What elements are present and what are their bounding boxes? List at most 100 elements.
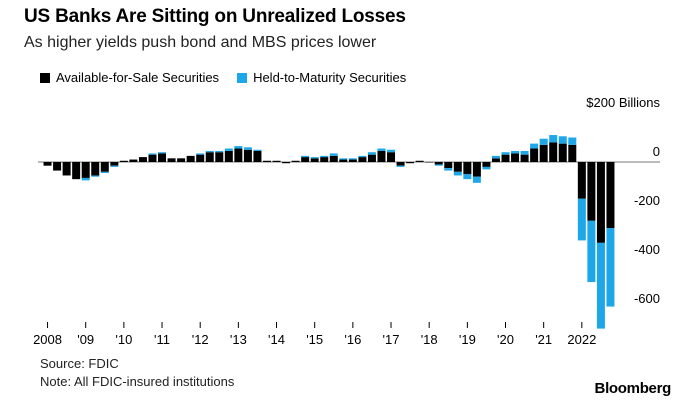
bar-htm-48: [501, 152, 510, 155]
bar-afs-3: [72, 162, 81, 180]
bar-htm-21: [243, 147, 252, 150]
x-tick-label-8: '16: [344, 332, 361, 347]
bar-htm-11: [148, 153, 157, 155]
bar-htm-18: [215, 150, 224, 153]
bar-htm-47: [491, 155, 500, 159]
bar-htm-46: [482, 166, 491, 170]
bar-afs-32: [348, 159, 357, 162]
bar-afs-1: [53, 162, 62, 171]
bar-afs-8: [119, 160, 128, 162]
bar-htm-17: [205, 150, 214, 153]
bar-htm-22: [253, 149, 262, 151]
bar-htm-7: [110, 165, 119, 167]
bar-afs-20: [234, 148, 243, 162]
chart-subtitle: As higher yields push bond and MBS price…: [24, 34, 377, 51]
bar-htm-tail-2: [596, 242, 605, 329]
x-tick-label-7: '15: [306, 332, 323, 347]
x-tick-label-10: '18: [421, 332, 438, 347]
bar-afs-46: [482, 162, 491, 167]
bar-afs-7: [110, 162, 119, 166]
bar-htm-5: [91, 175, 100, 177]
bloomberg-logo: Bloomberg: [594, 380, 672, 397]
bar-htm-6: [100, 171, 109, 174]
y-tick-label-2: -200: [634, 193, 660, 208]
bar-afs-13: [167, 158, 176, 162]
bar-afs-41: [434, 162, 443, 165]
bar-afs-21: [243, 149, 252, 162]
y-tick-label-4: -600: [634, 291, 660, 306]
bar-htm-55: [568, 137, 577, 145]
x-tick-label-1: '09: [77, 332, 94, 347]
bar-afs-22: [253, 150, 262, 162]
bar-htm-27: [301, 155, 310, 158]
x-tick-label-5: '13: [230, 332, 247, 347]
x-tick-label-2: '10: [115, 332, 132, 347]
bar-afs-29: [320, 157, 329, 162]
bar-afs-50: [520, 154, 529, 162]
bar-afs-10: [138, 157, 147, 162]
bar-htm-49: [511, 150, 520, 154]
bar-afs-12: [158, 153, 167, 162]
bar-htm-tail-1: [587, 220, 596, 283]
bar-afs-16: [196, 154, 205, 162]
bar-htm-28: [310, 157, 319, 159]
bar-afs-47: [491, 158, 500, 162]
bar-afs-14: [177, 158, 186, 162]
bar-htm-33: [358, 155, 367, 158]
bar-afs-54: [558, 143, 567, 162]
x-tick-label-6: '14: [268, 332, 285, 347]
bar-afs-40: [425, 162, 434, 163]
bar-htm-36: [387, 149, 396, 153]
bar-htm-tail-3: [606, 228, 615, 307]
bar-afs-17: [205, 152, 214, 162]
bar-htm-20: [234, 146, 243, 149]
bar-htm-30: [329, 153, 338, 156]
bar-htm-34: [367, 152, 376, 155]
x-tick-label-14: 2022: [567, 332, 596, 347]
x-tick-label-11: '19: [459, 332, 476, 347]
bar-htm-53: [549, 135, 558, 143]
legend-item-afs: Available-for-Sale Securities: [40, 70, 219, 85]
y-tick-label-3: -400: [634, 242, 660, 257]
legend-swatch-htm: [237, 72, 248, 83]
bar-afs-28: [310, 158, 319, 162]
bar-afs-31: [339, 159, 348, 162]
bar-afs-52: [539, 144, 548, 162]
bar-afs-34: [367, 154, 376, 162]
bar-afs-44: [463, 162, 472, 175]
x-tick-label-12: '20: [497, 332, 514, 347]
bar-afs-11: [148, 154, 157, 162]
bar-htm-16: [196, 153, 205, 155]
bar-htm-51: [530, 143, 539, 149]
bar-afs-36: [387, 152, 396, 162]
bar-htm-35: [377, 148, 386, 151]
bar-afs-24: [272, 160, 281, 162]
bar-htm-19: [224, 148, 233, 151]
x-tick-label-9: '17: [383, 332, 400, 347]
bar-htm-32: [348, 158, 357, 160]
bar-htm-41: [434, 164, 443, 166]
y-tick-label-0: $200 Billions: [586, 95, 660, 110]
footnote: Note: All FDIC-insured institutions: [40, 374, 235, 389]
source-note: Source: FDIC: [40, 356, 119, 371]
bar-afs-48: [501, 154, 510, 162]
legend-label-afs: Available-for-Sale Securities: [56, 70, 220, 85]
bar-htm-29: [320, 155, 329, 158]
bar-afs-23: [262, 160, 271, 162]
bar-afs-45: [472, 162, 481, 177]
bar-afs-19: [224, 150, 233, 162]
bar-afs-26: [291, 160, 300, 162]
bar-htm-4: [81, 177, 90, 181]
bar-htm-45: [472, 176, 481, 183]
bar-afs-0: [43, 162, 52, 166]
bar-afs-38: [406, 162, 415, 164]
bar-afs-30: [329, 155, 338, 162]
x-tick-label-3: '11: [154, 332, 170, 347]
bar-afs-4: [81, 162, 90, 178]
bar-afs-5: [91, 162, 100, 176]
x-tick-label-4: '12: [192, 332, 209, 347]
bar-afs-42: [444, 162, 453, 169]
bar-afs-55: [568, 144, 577, 162]
bar-htm-54: [558, 136, 567, 144]
